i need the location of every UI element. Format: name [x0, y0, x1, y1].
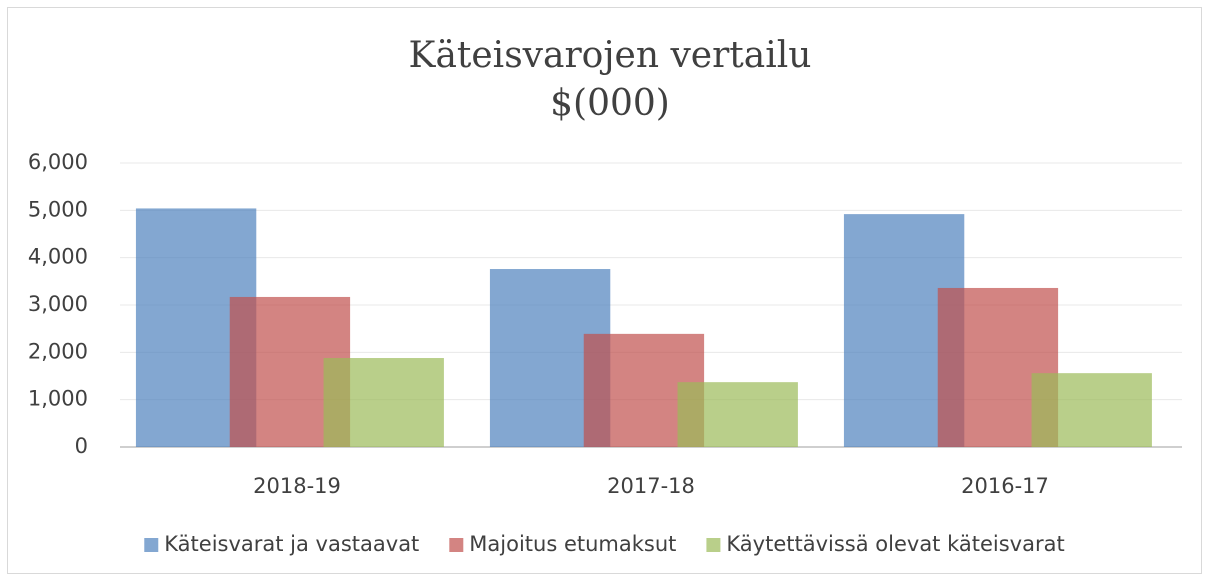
bar: [677, 382, 798, 447]
y-tick-label: 4,000: [28, 245, 88, 269]
legend-label: Käytettävissä olevat käteisvarat: [726, 532, 1064, 556]
legend-swatch: [706, 538, 721, 552]
legend-label: Käteisvarat ja vastaavat: [164, 532, 419, 556]
chart-subtitle: $(000): [550, 83, 670, 124]
y-tick-label: 1,000: [28, 387, 88, 411]
bar: [1031, 373, 1152, 447]
y-tick-label: 0: [75, 434, 88, 458]
y-tick-label: 6,000: [28, 150, 88, 174]
y-tick-label: 2,000: [28, 339, 88, 363]
legend-swatch: [144, 538, 159, 552]
legend-swatch: [449, 538, 464, 552]
y-tick-label: 5,000: [28, 197, 88, 221]
x-tick-label: 2017-18: [607, 474, 695, 498]
x-tick-label: 2016-17: [961, 474, 1049, 498]
x-tick-label: 2018-19: [253, 474, 341, 498]
legend-label: Majoitus etumaksut: [469, 532, 676, 556]
chart-title: Käteisvarojen vertailu: [409, 35, 812, 76]
y-tick-label: 3,000: [28, 292, 88, 316]
bar: [323, 358, 444, 447]
